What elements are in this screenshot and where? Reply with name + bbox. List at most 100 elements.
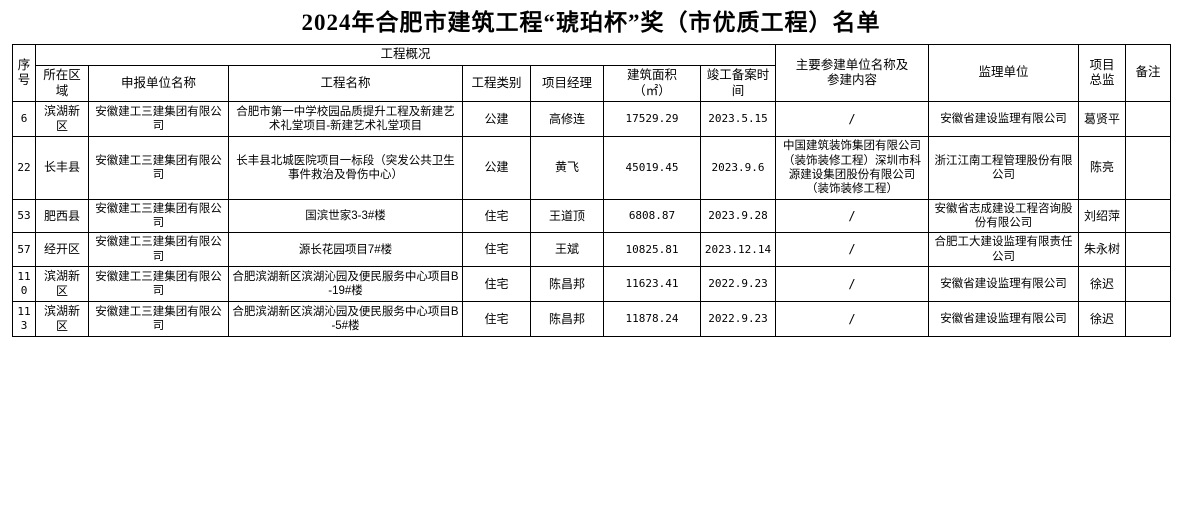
cell-project: 源长花园项目7#楼	[228, 232, 463, 268]
cell-area: 11623.41	[603, 266, 701, 303]
table-header: 序号 工程概况 主要参建单位名称及 参建内容 监理单位 项目 总监 备注 所在区…	[12, 44, 1172, 103]
header-date: 竣工备案时 间	[699, 64, 777, 103]
cell-chief: 葛贤平	[1078, 101, 1127, 138]
cell-supervisor: 安徽省志成建设工程咨询股份有限公司	[928, 198, 1080, 234]
header-area-line2: （㎡）	[633, 83, 671, 98]
cell-date: 2022.9.23	[699, 301, 777, 338]
table-body: 6 滨湖新区 安徽建工三建集团有限公司 合肥市第一中学校园品质提升工程及新建艺术礼堂项…	[12, 101, 1172, 338]
header-chief-line1: 项目	[1089, 57, 1115, 72]
cell-manager: 陈昌邦	[530, 301, 604, 338]
cell-type: 公建	[462, 136, 531, 200]
cell-region: 滨湖新区	[35, 301, 89, 338]
header-unit: 申报单位名称	[88, 64, 229, 103]
cell-partners: /	[775, 232, 930, 268]
table-row: 6 滨湖新区 安徽建工三建集团有限公司 合肥市第一中学校园品质提升工程及新建艺术礼堂项…	[12, 101, 1172, 138]
cell-remark	[1125, 198, 1172, 234]
cell-manager: 王道顶	[530, 198, 604, 234]
table-row: 113 滨湖新区 安徽建工三建集团有限公司 合肥滨湖新区滨湖沁园及便民服务中心项目B-…	[12, 301, 1172, 338]
cell-manager: 黄飞	[530, 136, 604, 200]
cell-chief: 陈亮	[1078, 136, 1127, 200]
cell-remark	[1125, 266, 1172, 303]
cell-seq: 6	[12, 101, 36, 138]
cell-supervisor: 合肥工大建设监理有限责任公司	[928, 232, 1080, 268]
cell-supervisor: 安徽省建设监理有限公司	[928, 101, 1080, 138]
header-partners-line2: 参建内容	[827, 73, 878, 88]
cell-date: 2023.9.6	[699, 136, 777, 200]
cell-region: 经开区	[35, 232, 89, 268]
header-row-sub: 所在区域 申报单位名称 工程名称 工程类别 项目经理 建筑面积 （㎡） 竣工备案…	[13, 64, 1171, 103]
cell-region: 长丰县	[35, 136, 89, 200]
award-list-table: 序号 工程概况 主要参建单位名称及 参建内容 监理单位 项目 总监 备注 所在区…	[12, 44, 1172, 338]
header-type: 工程类别	[462, 64, 531, 103]
cell-supervisor: 安徽省建设监理有限公司	[928, 266, 1080, 303]
cell-manager: 王斌	[530, 232, 604, 268]
cell-chief: 徐迟	[1078, 301, 1127, 338]
header-date-line1: 竣工备案时	[706, 67, 770, 82]
cell-date: 2023.5.15	[699, 101, 777, 138]
table-row: 53 肥西县 安徽建工三建集团有限公司 国滨世家3-3#楼 住宅 王道顶 6808.87 20…	[12, 198, 1172, 234]
cell-remark	[1125, 232, 1172, 268]
header-partners-line1: 主要参建单位名称及	[795, 57, 909, 72]
cell-area: 10825.81	[603, 232, 701, 268]
header-row-group: 序号 工程概况 主要参建单位名称及 参建内容 监理单位 项目 总监 备注	[12, 44, 1172, 103]
cell-region: 肥西县	[35, 198, 89, 234]
cell-type: 公建	[462, 101, 531, 138]
cell-unit: 安徽建工三建集团有限公司	[88, 301, 229, 338]
cell-area: 6808.87	[603, 198, 701, 234]
cell-partners: /	[775, 101, 930, 138]
cell-project: 合肥滨湖新区滨湖沁园及便民服务中心项目B-19#楼	[228, 266, 463, 303]
table-row: 110 滨湖新区 安徽建工三建集团有限公司 合肥滨湖新区滨湖沁园及便民服务中心项目B-…	[12, 266, 1172, 303]
header-seq: 序号	[12, 44, 36, 103]
cell-area: 45019.45	[603, 136, 701, 200]
cell-project: 合肥市第一中学校园品质提升工程及新建艺术礼堂项目-新建艺术礼堂项目	[228, 101, 463, 138]
header-supervisor: 监理单位	[928, 44, 1080, 103]
cell-project: 国滨世家3-3#楼	[228, 198, 463, 234]
cell-date: 2023.12.14	[699, 232, 777, 268]
cell-unit: 安徽建工三建集团有限公司	[88, 232, 229, 268]
cell-area: 11878.24	[603, 301, 701, 338]
cell-partners: 中国建筑装饰集团有限公司（装饰装修工程）深圳市科源建设集团股份有限公司（装饰装修…	[775, 136, 930, 200]
cell-manager: 高修连	[530, 101, 604, 138]
header-chief: 项目 总监	[1078, 44, 1127, 103]
cell-project: 长丰县北城医院项目一标段（突发公共卫生事件救治及骨伤中心）	[228, 136, 463, 200]
cell-region: 滨湖新区	[35, 266, 89, 303]
cell-supervisor: 安徽省建设监理有限公司	[928, 301, 1080, 338]
cell-supervisor: 浙江江南工程管理股份有限公司	[928, 136, 1080, 200]
cell-unit: 安徽建工三建集团有限公司	[88, 198, 229, 234]
cell-project: 合肥滨湖新区滨湖沁园及便民服务中心项目B-5#楼	[228, 301, 463, 338]
cell-remark	[1125, 301, 1172, 338]
header-area: 建筑面积 （㎡）	[603, 64, 701, 103]
cell-unit: 安徽建工三建集团有限公司	[88, 136, 229, 200]
header-project: 工程名称	[228, 64, 463, 103]
cell-date: 2023.9.28	[699, 198, 777, 234]
cell-unit: 安徽建工三建集团有限公司	[88, 101, 229, 138]
cell-chief: 徐迟	[1078, 266, 1127, 303]
cell-chief: 朱永树	[1078, 232, 1127, 268]
header-project-overview: 工程概况	[34, 44, 777, 66]
header-area-line1: 建筑面积	[626, 67, 677, 82]
cell-type: 住宅	[462, 232, 531, 268]
cell-type: 住宅	[462, 266, 531, 303]
header-chief-line2: 总监	[1089, 73, 1115, 88]
table-row: 57 经开区 安徽建工三建集团有限公司 源长花园项目7#楼 住宅 王斌 10825.81 20…	[12, 232, 1172, 268]
header-manager: 项目经理	[530, 64, 604, 103]
header-remark: 备注	[1125, 44, 1172, 103]
cell-partners: /	[775, 301, 930, 338]
cell-type: 住宅	[462, 301, 531, 338]
cell-chief: 刘绍萍	[1078, 198, 1127, 234]
table-row: 22 长丰县 安徽建工三建集团有限公司 长丰县北城医院项目一标段（突发公共卫生事件救治…	[12, 136, 1172, 200]
cell-seq: 53	[12, 198, 36, 234]
cell-seq: 57	[12, 232, 36, 268]
cell-partners: /	[775, 198, 930, 234]
page-title: 2024年合肥市建筑工程“琥珀杯”奖（市优质工程）名单	[301, 10, 881, 35]
cell-seq: 110	[12, 266, 36, 303]
cell-date: 2022.9.23	[699, 266, 777, 303]
header-date-line2: 间	[731, 83, 745, 98]
cell-remark	[1125, 101, 1172, 138]
cell-partners: /	[775, 266, 930, 303]
cell-remark	[1125, 136, 1172, 200]
cell-unit: 安徽建工三建集团有限公司	[88, 266, 229, 303]
cell-type: 住宅	[462, 198, 531, 234]
header-region: 所在区域	[35, 64, 89, 103]
